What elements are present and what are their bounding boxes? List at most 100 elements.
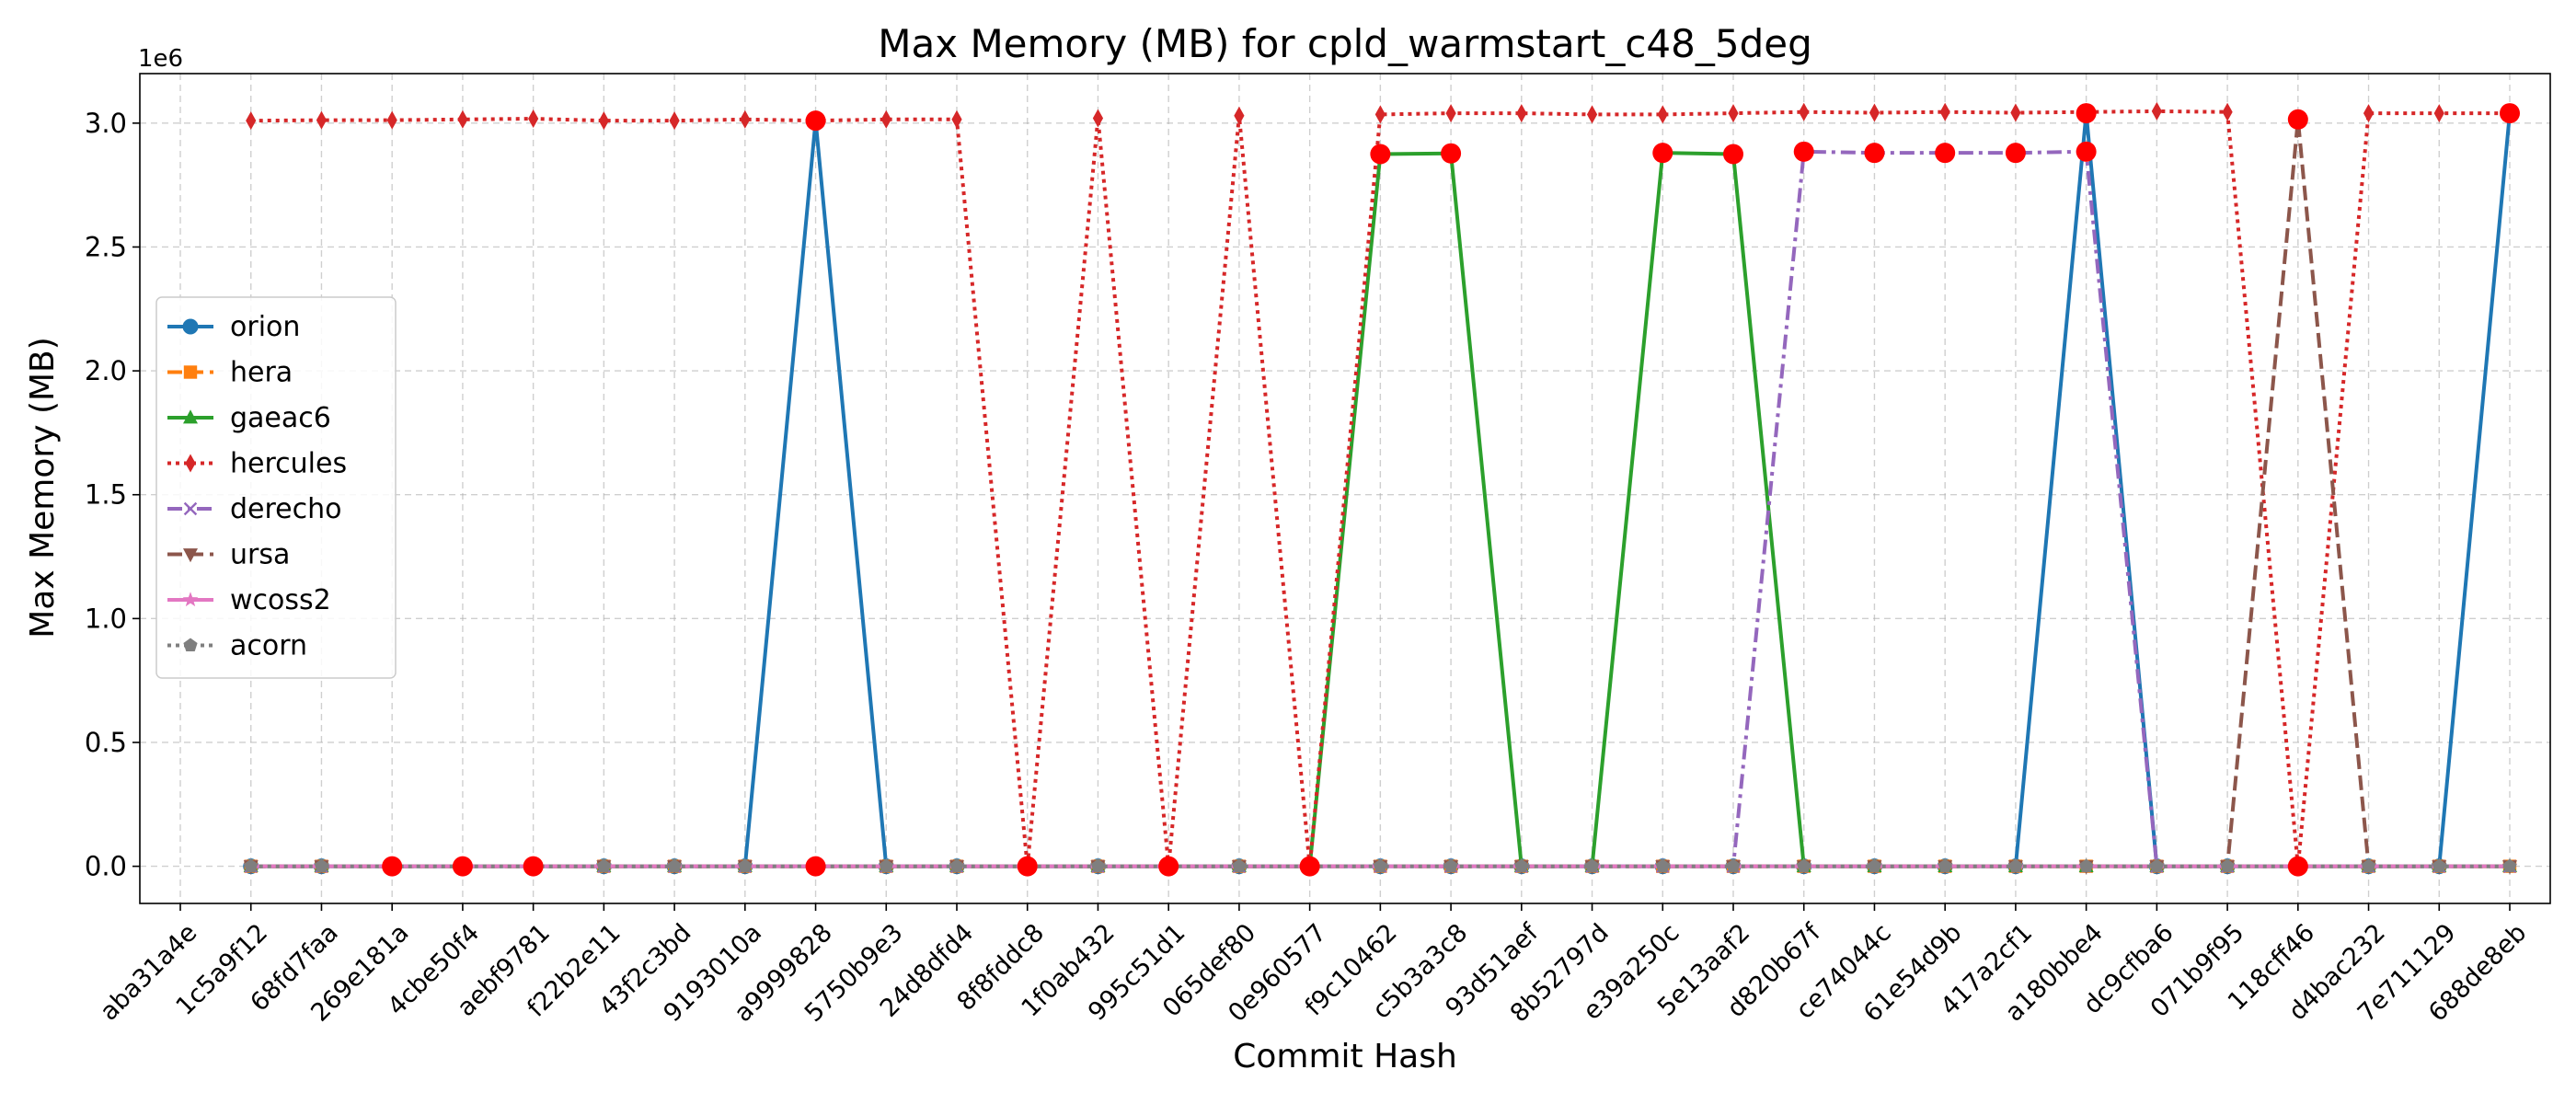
highlight-point-f9c10462-8 bbox=[1370, 144, 1391, 165]
legend-item-hercules: hercules bbox=[167, 448, 347, 480]
point-acorn-c5b3a3c8 bbox=[1443, 858, 1458, 873]
point-hercules-43f2c3bd bbox=[669, 111, 680, 131]
point-hercules-d4bac232 bbox=[2363, 104, 2375, 123]
point-acorn-065def80 bbox=[1232, 858, 1247, 873]
point-acorn-ce74044c bbox=[1867, 858, 1882, 873]
point-acorn-8b52797d bbox=[1584, 858, 1600, 873]
legend: orion hera gaeac6 hercules derecho ursa wcoss2… bbox=[155, 296, 397, 679]
highlight-point-d820b67f-12 bbox=[1793, 141, 1814, 162]
legend-item-hera: hera bbox=[167, 357, 293, 389]
legend-item-ursa: ursa bbox=[167, 539, 290, 571]
point-hercules-5e13aaf2 bbox=[1728, 104, 1739, 123]
point-hercules-24d8dfd4 bbox=[951, 109, 962, 129]
highlight-point-4cbe50f4-1 bbox=[452, 856, 473, 877]
y-axis-label: Max Memory (MB) bbox=[24, 337, 62, 638]
highlight-point-a180bbe4-17 bbox=[2076, 141, 2097, 162]
point-hercules-1f0ab432 bbox=[1092, 109, 1104, 128]
y-offset-label: 1e6 bbox=[138, 45, 183, 73]
point-hercules-9193010a bbox=[740, 109, 751, 129]
legend-item-derecho: derecho bbox=[167, 493, 342, 525]
point-acorn-f22b2e11 bbox=[596, 858, 611, 873]
y-tick-label-5: 2.5 bbox=[85, 231, 127, 262]
point-hercules-269e181a bbox=[386, 110, 397, 130]
point-acorn-5e13aaf2 bbox=[1726, 858, 1741, 873]
legend-label-wcoss2: wcoss2 bbox=[230, 584, 331, 616]
highlight-point-e39a250c-10 bbox=[1652, 143, 1673, 164]
point-hercules-aebf9781 bbox=[528, 109, 539, 129]
legend-box bbox=[155, 296, 397, 679]
legend-label-hercules: hercules bbox=[230, 448, 347, 480]
point-acorn-d4bac232 bbox=[2361, 858, 2376, 873]
legend-label-orion: orion bbox=[230, 311, 300, 343]
legend-label-ursa: ursa bbox=[230, 539, 290, 571]
point-hercules-417a2cf1 bbox=[2010, 103, 2021, 122]
highlight-point-c5b3a3c8-9 bbox=[1441, 143, 1462, 164]
point-acorn-43f2c3bd bbox=[667, 858, 682, 873]
point-acorn-24d8dfd4 bbox=[949, 858, 964, 873]
point-hercules-1c5a9f12 bbox=[246, 111, 257, 131]
point-hercules-f22b2e11 bbox=[598, 111, 609, 131]
point-hercules-f9c10462 bbox=[1374, 105, 1386, 124]
point-hercules-c5b3a3c8 bbox=[1445, 104, 1456, 123]
legend-item-gaeac6: gaeac6 bbox=[167, 402, 331, 434]
point-acorn-93d51aef bbox=[1514, 858, 1529, 873]
legend-item-orion: orion bbox=[167, 311, 300, 343]
series-acorn bbox=[244, 858, 2517, 873]
x-axis-label: Commit Hash bbox=[1233, 1038, 1457, 1075]
chart-title: Max Memory (MB) for cpld_warmstart_c48_5… bbox=[878, 21, 1811, 66]
point-hercules-dc9cfba6 bbox=[2151, 101, 2162, 121]
legend-label-gaeac6: gaeac6 bbox=[230, 402, 331, 434]
point-hercules-61e54d9b bbox=[1939, 102, 1950, 121]
point-hercules-e39a250c bbox=[1657, 105, 1668, 124]
y-tick-label-6: 3.0 bbox=[85, 108, 127, 139]
point-acorn-d820b67f bbox=[1797, 858, 1811, 873]
highlight-point-8f8fddc8-5 bbox=[1017, 856, 1038, 877]
highlight-point-ce74044c-13 bbox=[1864, 143, 1885, 164]
highlight-layer bbox=[382, 103, 2520, 877]
highlight-point-aebf9781-2 bbox=[523, 856, 544, 877]
point-acorn-688de8eb bbox=[2502, 858, 2517, 873]
y-tick-label-1: 0.5 bbox=[85, 727, 127, 758]
point-hercules-93d51aef bbox=[1516, 104, 1527, 123]
x-ticks: aba31a4e1c5a9f1268fd7faa269e181a4cbe50f4… bbox=[95, 903, 2532, 1028]
point-hercules-ce74044c bbox=[1869, 103, 1880, 122]
legend-marker-orion bbox=[182, 318, 199, 335]
point-acorn-7e711129 bbox=[2432, 858, 2446, 873]
legend-marker-ursa bbox=[183, 548, 198, 563]
point-acorn-9193010a bbox=[738, 858, 753, 873]
point-acorn-417a2cf1 bbox=[2008, 858, 2023, 873]
highlight-point-688de8eb-20 bbox=[2500, 103, 2520, 124]
legend-label-acorn: acorn bbox=[230, 630, 307, 662]
highlight-point-118cff46-18 bbox=[2287, 109, 2308, 130]
point-acorn-e39a250c bbox=[1655, 858, 1670, 873]
point-acorn-1f0ab432 bbox=[1090, 858, 1106, 873]
highlight-point-5e13aaf2-11 bbox=[1723, 144, 1743, 165]
legend-marker-derecho bbox=[183, 501, 198, 516]
highlight-point-a9999828-3 bbox=[805, 110, 826, 132]
point-acorn-5750b9e3 bbox=[879, 858, 893, 873]
legend-marker-hera bbox=[183, 365, 198, 379]
point-hercules-071b9f95 bbox=[2222, 102, 2233, 121]
highlight-point-0e960577-7 bbox=[1299, 856, 1320, 877]
y-tick-label-4: 2.0 bbox=[85, 355, 127, 386]
point-acorn-f9c10462 bbox=[1373, 858, 1387, 873]
point-hercules-5750b9e3 bbox=[880, 109, 891, 129]
legend-marker-wcoss2 bbox=[182, 592, 199, 607]
highlight-point-995c51d1-6 bbox=[1158, 856, 1179, 877]
point-hercules-8b52797d bbox=[1586, 105, 1598, 124]
legend-marker-hercules bbox=[185, 454, 196, 473]
point-hercules-065def80 bbox=[1234, 106, 1245, 125]
point-acorn-dc9cfba6 bbox=[2149, 858, 2164, 873]
y-tick-label-2: 1.0 bbox=[85, 603, 127, 634]
plot-frame bbox=[139, 73, 2551, 904]
legend-label-derecho: derecho bbox=[230, 493, 342, 525]
point-hercules-68fd7faa bbox=[316, 110, 328, 130]
point-acorn-071b9f95 bbox=[2220, 858, 2235, 873]
legend-item-acorn: acorn bbox=[167, 630, 307, 662]
point-acorn-68fd7faa bbox=[314, 858, 329, 873]
y-tick-label-3: 1.5 bbox=[85, 479, 127, 511]
legend-marker-acorn bbox=[183, 638, 198, 651]
legend-label-hera: hera bbox=[230, 357, 293, 389]
point-acorn-a180bbe4 bbox=[2079, 858, 2094, 873]
